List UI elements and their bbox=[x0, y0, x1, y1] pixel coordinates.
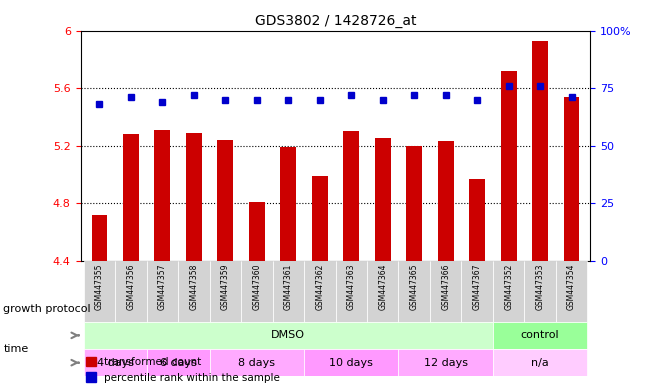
FancyBboxPatch shape bbox=[367, 261, 399, 322]
Text: GSM447358: GSM447358 bbox=[189, 264, 199, 310]
FancyBboxPatch shape bbox=[84, 322, 493, 349]
FancyBboxPatch shape bbox=[524, 261, 556, 322]
Text: GSM447361: GSM447361 bbox=[284, 264, 293, 310]
Text: 8 days: 8 days bbox=[238, 358, 275, 367]
FancyBboxPatch shape bbox=[304, 261, 336, 322]
Text: GSM447353: GSM447353 bbox=[535, 264, 545, 310]
Bar bbox=[501, 71, 517, 261]
Title: GDS3802 / 1428726_at: GDS3802 / 1428726_at bbox=[255, 14, 416, 28]
FancyBboxPatch shape bbox=[556, 261, 587, 322]
FancyBboxPatch shape bbox=[462, 261, 493, 322]
Legend: transformed count, percentile rank within the sample: transformed count, percentile rank withi… bbox=[86, 357, 280, 382]
FancyBboxPatch shape bbox=[209, 349, 304, 376]
Text: growth protocol: growth protocol bbox=[3, 304, 91, 314]
Text: GSM447354: GSM447354 bbox=[567, 264, 576, 310]
Text: GSM447365: GSM447365 bbox=[410, 264, 419, 310]
Text: control: control bbox=[521, 330, 560, 340]
Text: GSM447360: GSM447360 bbox=[252, 264, 261, 310]
Bar bbox=[564, 97, 580, 261]
FancyBboxPatch shape bbox=[399, 261, 430, 322]
Text: 12 days: 12 days bbox=[423, 358, 468, 367]
Text: GSM447363: GSM447363 bbox=[347, 264, 356, 310]
FancyBboxPatch shape bbox=[399, 349, 493, 376]
Bar bbox=[437, 141, 454, 261]
Bar bbox=[91, 215, 107, 261]
FancyBboxPatch shape bbox=[84, 261, 115, 322]
Bar bbox=[312, 176, 327, 261]
FancyBboxPatch shape bbox=[147, 261, 178, 322]
Text: GSM447355: GSM447355 bbox=[95, 264, 104, 310]
Bar bbox=[532, 41, 548, 261]
FancyBboxPatch shape bbox=[493, 261, 524, 322]
Text: n/a: n/a bbox=[531, 358, 549, 367]
FancyBboxPatch shape bbox=[493, 349, 587, 376]
Text: GSM447366: GSM447366 bbox=[441, 264, 450, 310]
FancyBboxPatch shape bbox=[115, 261, 147, 322]
Text: time: time bbox=[3, 344, 29, 354]
Bar bbox=[123, 134, 139, 261]
Text: DMSO: DMSO bbox=[271, 330, 305, 340]
FancyBboxPatch shape bbox=[147, 349, 209, 376]
FancyBboxPatch shape bbox=[209, 261, 241, 322]
Bar bbox=[344, 131, 359, 261]
FancyBboxPatch shape bbox=[84, 349, 147, 376]
Text: 10 days: 10 days bbox=[329, 358, 373, 367]
Text: 6 days: 6 days bbox=[160, 358, 197, 367]
Text: GSM447352: GSM447352 bbox=[504, 264, 513, 310]
Text: 4 days: 4 days bbox=[97, 358, 134, 367]
FancyBboxPatch shape bbox=[430, 261, 462, 322]
Text: GSM447364: GSM447364 bbox=[378, 264, 387, 310]
FancyBboxPatch shape bbox=[241, 261, 272, 322]
FancyBboxPatch shape bbox=[493, 322, 587, 349]
FancyBboxPatch shape bbox=[304, 349, 399, 376]
Bar bbox=[249, 202, 264, 261]
Bar bbox=[186, 133, 202, 261]
Bar bbox=[407, 146, 422, 261]
Text: GSM447367: GSM447367 bbox=[472, 264, 482, 310]
Text: GSM447357: GSM447357 bbox=[158, 264, 167, 310]
Bar bbox=[280, 147, 296, 261]
Text: GSM447362: GSM447362 bbox=[315, 264, 324, 310]
Bar bbox=[469, 179, 485, 261]
FancyBboxPatch shape bbox=[336, 261, 367, 322]
Bar bbox=[375, 139, 391, 261]
FancyBboxPatch shape bbox=[272, 261, 304, 322]
Text: GSM447356: GSM447356 bbox=[126, 264, 136, 310]
Bar bbox=[217, 140, 234, 261]
Text: GSM447359: GSM447359 bbox=[221, 264, 230, 310]
FancyBboxPatch shape bbox=[178, 261, 209, 322]
Bar bbox=[154, 130, 170, 261]
